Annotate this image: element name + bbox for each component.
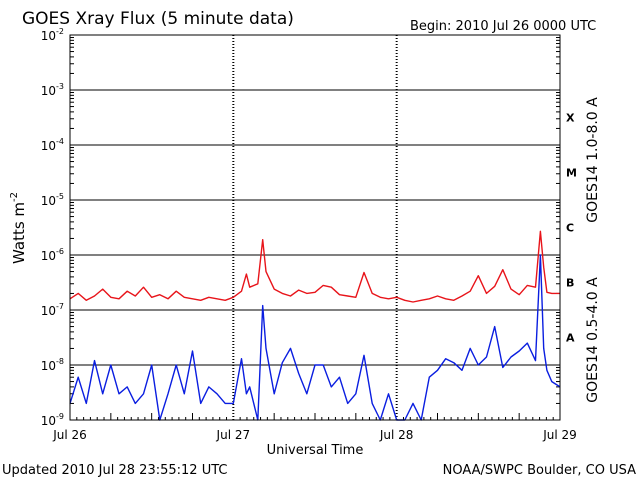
y-tick-label: 10-6: [41, 247, 64, 263]
flare-class-label: A: [566, 332, 575, 345]
x-tick-label: Jul 28: [379, 428, 414, 442]
y-tick-label: 10-7: [41, 302, 64, 318]
footer-source: NOAA/SWPC Boulder, CO USA: [443, 463, 636, 478]
grid-layer: [70, 34, 560, 421]
x-axis-label: Universal Time: [267, 443, 364, 458]
flare-class-labels: X M C B A: [566, 112, 577, 345]
x-tick-label: Jul 27: [216, 428, 251, 442]
y-tick-label: 10-3: [41, 82, 64, 98]
y-axis-label: Watts m-2: [9, 192, 28, 264]
y-tick-label: 10-9: [41, 412, 64, 428]
plot-frame: [69, 34, 561, 421]
y-axis-label-exp: -2: [9, 192, 20, 202]
svg-text:Watts m-2: Watts m-2: [9, 192, 28, 264]
begin-date-label: Begin: 2010 Jul 26 0000 UTC: [410, 19, 596, 34]
legend-series-short: GOES14 0.5-4.0 A: [585, 277, 601, 403]
y-tick-label: 10-8: [41, 357, 64, 373]
y-tick-label: 10-5: [41, 192, 64, 208]
chart-title: GOES Xray Flux (5 minute data): [22, 9, 294, 29]
series-line-short: [69, 254, 561, 421]
legend-series-long: GOES14 1.0-8.0 A: [585, 97, 601, 223]
y-axis-label-text: Watts m: [10, 202, 28, 264]
x-tick-label: Jul 29: [542, 428, 577, 442]
series-line-long: [69, 230, 560, 303]
x-tick-label: Jul 26: [52, 428, 87, 442]
x-tick-labels: Jul 26 Jul 27 Jul 28 Jul 29: [52, 428, 577, 442]
y-tick-label: 10-2: [41, 27, 64, 43]
footer-updated: Updated 2010 Jul 28 23:55:12 UTC: [2, 463, 227, 478]
flare-class-label: B: [566, 277, 574, 290]
flare-class-label: M: [566, 167, 577, 180]
y-tick-labels: 10-2 10-3 10-4 10-5 10-6 10-7 10-8 10-9: [41, 27, 64, 428]
flare-class-label: C: [566, 222, 574, 235]
y-tick-label: 10-4: [41, 137, 64, 153]
flare-class-label: X: [566, 112, 575, 125]
series-layer: [69, 230, 561, 421]
